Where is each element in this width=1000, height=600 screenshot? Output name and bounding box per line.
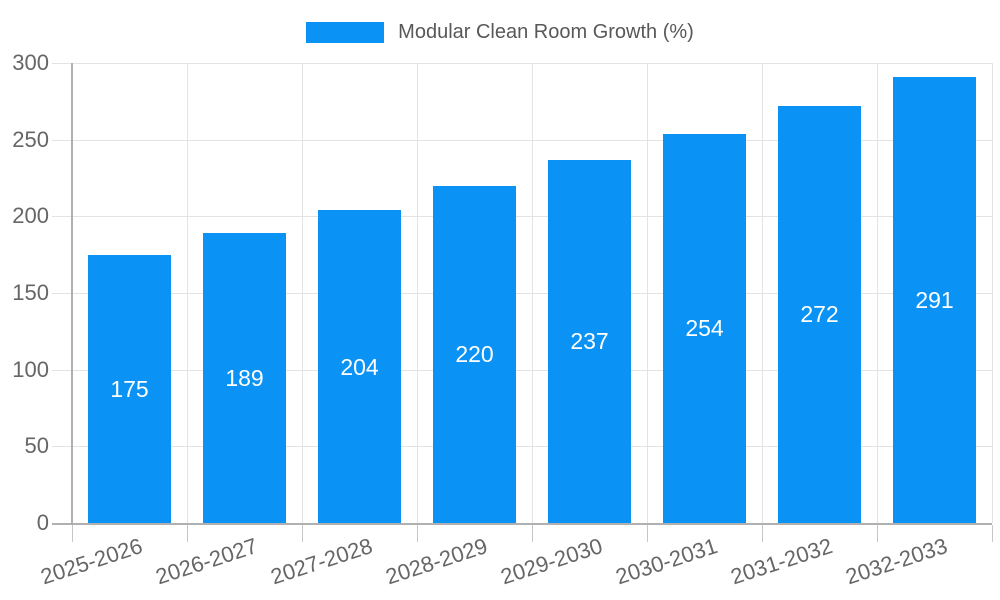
y-tick-label: 50	[24, 433, 49, 459]
bar[interactable]: 237	[548, 159, 631, 523]
bar[interactable]: 220	[433, 185, 516, 523]
x-gridline	[762, 63, 763, 523]
bar[interactable]: 254	[663, 133, 746, 523]
bar-value-label: 204	[340, 353, 379, 380]
bar[interactable]: 272	[778, 105, 861, 523]
x-axis-line	[52, 523, 992, 525]
bar-value-label: 254	[685, 315, 724, 342]
bar-value-label: 220	[455, 341, 494, 368]
x-gridline	[417, 63, 418, 523]
x-gridline	[877, 63, 878, 523]
x-axis-tick	[72, 525, 73, 542]
y-tick-label: 300	[12, 50, 49, 75]
bar[interactable]: 175	[88, 254, 171, 523]
y-gridline	[52, 63, 992, 64]
x-gridline	[302, 63, 303, 523]
bar[interactable]: 189	[203, 233, 286, 523]
y-gridline	[52, 446, 992, 448]
y-gridline	[52, 369, 992, 371]
bar-value-label: 175	[110, 375, 149, 402]
bar-value-label: 237	[570, 328, 609, 355]
chart-legend[interactable]: Modular Clean Room Growth (%)	[0, 19, 1000, 45]
legend-label: Modular Clean Room Growth (%)	[398, 21, 694, 43]
x-gridline	[532, 63, 533, 523]
x-axis-tick	[417, 525, 418, 542]
y-tick-label: 200	[12, 203, 49, 229]
y-tick-label: 0	[36, 510, 49, 535]
y-tick-label: 250	[12, 126, 49, 152]
bar-value-label: 189	[225, 365, 264, 392]
bar[interactable]: 204	[318, 210, 401, 523]
y-tick-label: 100	[12, 356, 49, 382]
x-gridline	[187, 63, 188, 523]
x-gridline	[647, 63, 648, 523]
x-axis-tick	[532, 525, 533, 542]
y-tick-label: 150	[12, 280, 49, 305]
y-gridline	[52, 216, 992, 218]
y-gridline	[52, 293, 992, 294]
legend-swatch	[306, 21, 385, 43]
x-gridline	[992, 63, 993, 523]
y-gridline	[52, 139, 992, 141]
x-axis-tick	[187, 525, 188, 542]
x-axis-tick	[302, 525, 303, 542]
x-axis-tick	[992, 525, 993, 542]
x-axis-tick	[647, 525, 648, 542]
bar-value-label: 291	[915, 286, 954, 313]
bar[interactable]: 291	[893, 76, 976, 523]
x-axis-tick	[762, 525, 763, 542]
y-axis-line	[71, 63, 73, 525]
bar-value-label: 272	[800, 301, 839, 328]
x-axis-tick	[877, 525, 878, 542]
